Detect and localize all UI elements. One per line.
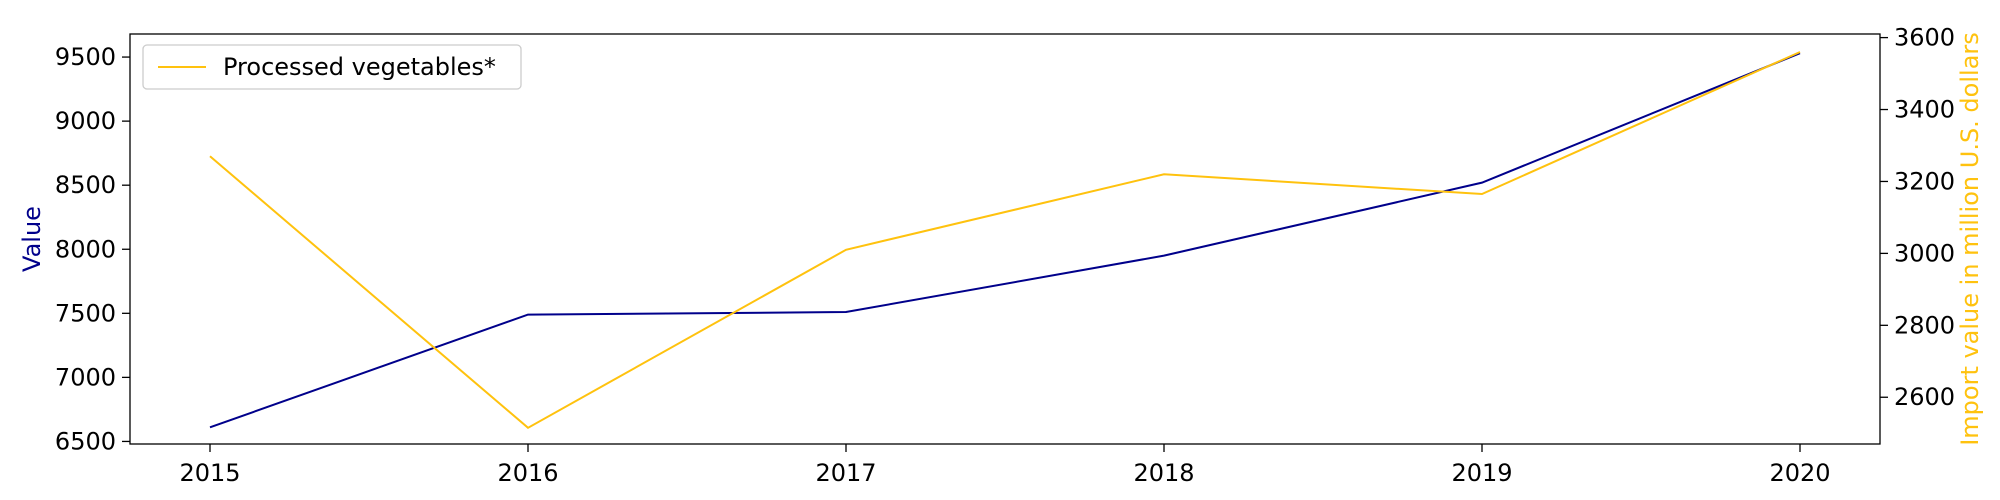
y2-tick-label: 3200 (1894, 167, 1955, 195)
left-y-axis-title: Value (18, 206, 46, 272)
y-tick-label: 6500 (55, 427, 116, 455)
y2-tick-label: 3000 (1894, 239, 1955, 267)
legend: Processed vegetables* (142, 44, 522, 90)
series-layer (209, 51, 1801, 430)
right-y-axis-title: Import value in million U.S. dollars (1956, 32, 1984, 446)
x-tick-label: 2015 (179, 459, 240, 487)
y2-tick-label: 3600 (1894, 24, 1955, 52)
x-axis: 2015 2016 2017 2018 2019 2020 (179, 444, 1831, 487)
series-line-processed-vegetables (209, 51, 1801, 430)
y2-tick-label: 2600 (1894, 383, 1955, 411)
y-tick-label: 9000 (55, 107, 116, 135)
y-tick-label: 8000 (55, 235, 116, 263)
x-tick-label: 2019 (1451, 459, 1512, 487)
left-y-axis: 6500 7000 7500 8000 8500 9000 9500 (55, 43, 130, 455)
y2-tick-label: 3400 (1894, 96, 1955, 124)
right-y-axis: 2600 2800 3000 3200 3400 3600 (1880, 24, 1955, 411)
plot-frame (129, 33, 1881, 445)
y2-tick-label: 2800 (1894, 311, 1955, 339)
x-tick-label: 2016 (497, 459, 558, 487)
y-tick-label: 8500 (55, 171, 116, 199)
y-tick-label: 7500 (55, 299, 116, 327)
x-tick-label: 2017 (815, 459, 876, 487)
legend-label-processed-vegetables: Processed vegetables* (223, 53, 496, 81)
legend-box (142, 44, 522, 90)
x-tick-label: 2020 (1769, 459, 1830, 487)
y-tick-label: 7000 (55, 363, 116, 391)
x-tick-label: 2018 (1133, 459, 1194, 487)
y-tick-label: 9500 (55, 43, 116, 71)
series-line-value (209, 52, 1801, 429)
